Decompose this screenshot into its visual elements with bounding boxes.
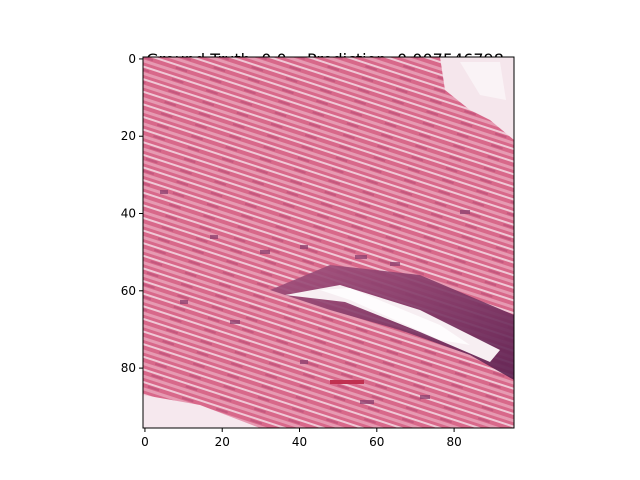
x-tick-label: 40 bbox=[292, 435, 307, 449]
x-axis-ticks: 0 20 40 60 80 bbox=[141, 428, 462, 449]
y-tick-label: 80 bbox=[121, 361, 136, 375]
y-axis-ticks: 0 20 40 60 80 bbox=[121, 52, 143, 375]
histology-image bbox=[143, 57, 514, 428]
y-tick-label: 0 bbox=[128, 52, 136, 66]
y-tick-label: 20 bbox=[121, 129, 136, 143]
y-tick-label: 40 bbox=[121, 207, 136, 221]
x-tick-label: 20 bbox=[215, 435, 230, 449]
x-tick-label: 0 bbox=[141, 435, 149, 449]
y-tick-label: 60 bbox=[121, 284, 136, 298]
x-tick-label: 60 bbox=[369, 435, 384, 449]
x-tick-label: 80 bbox=[446, 435, 461, 449]
